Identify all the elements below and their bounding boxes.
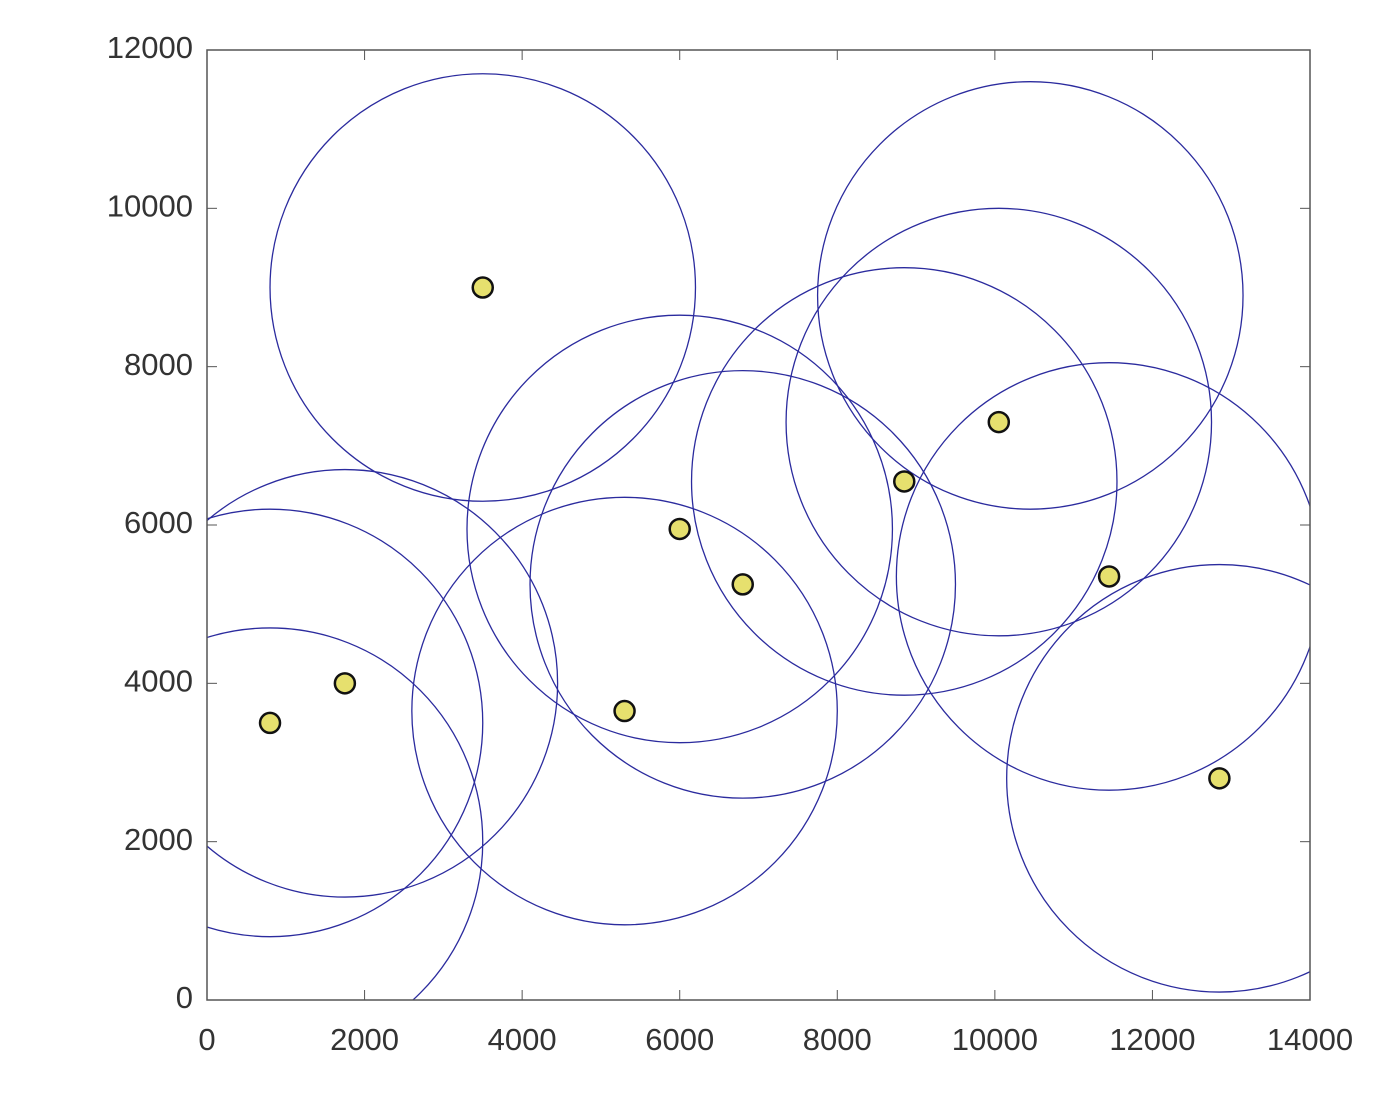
- x-tick-label: 0: [198, 1022, 215, 1057]
- x-tick-label: 10000: [952, 1022, 1038, 1057]
- node-point: [668, 517, 691, 541]
- x-tick-label: 2000: [330, 1022, 399, 1057]
- range-circle: [269, 73, 697, 502]
- range-circle: [207, 508, 484, 938]
- node-point: [987, 410, 1011, 434]
- range-circle: [1006, 563, 1310, 993]
- node-point: [893, 470, 916, 493]
- range-circle: [411, 496, 838, 926]
- range-circle: [785, 207, 1213, 637]
- node-point: [731, 573, 754, 596]
- range-circle: [529, 369, 957, 799]
- range-circle: [816, 81, 1244, 510]
- x-tick-label: 14000: [1267, 1022, 1353, 1057]
- y-tick-label: 6000: [124, 505, 193, 540]
- plot-frame: [206, 49, 1311, 1001]
- y-tick-label: 2000: [124, 822, 193, 857]
- node-point: [1208, 767, 1231, 790]
- y-tick-label: 8000: [124, 347, 193, 382]
- range-circle: [207, 468, 559, 898]
- y-tick-label: 12000: [107, 30, 193, 65]
- x-tick-label: 12000: [1109, 1022, 1195, 1057]
- x-tick-label: 4000: [488, 1022, 557, 1057]
- y-tick-label: 10000: [107, 189, 193, 224]
- range-circle: [895, 362, 1310, 791]
- node-point: [258, 711, 282, 735]
- y-tick-label: 4000: [124, 664, 193, 699]
- node-point: [613, 699, 636, 723]
- node-point: [333, 672, 357, 695]
- node-point: [1097, 565, 1121, 588]
- y-tick-label: 0: [176, 980, 193, 1015]
- node-point: [471, 276, 494, 299]
- x-tick-label: 6000: [645, 1022, 714, 1057]
- range-circle: [207, 627, 484, 1000]
- range-circle: [690, 267, 1118, 696]
- x-tick-label: 8000: [803, 1022, 872, 1057]
- coverage-circles: [207, 73, 1310, 1000]
- range-circle: [466, 314, 894, 744]
